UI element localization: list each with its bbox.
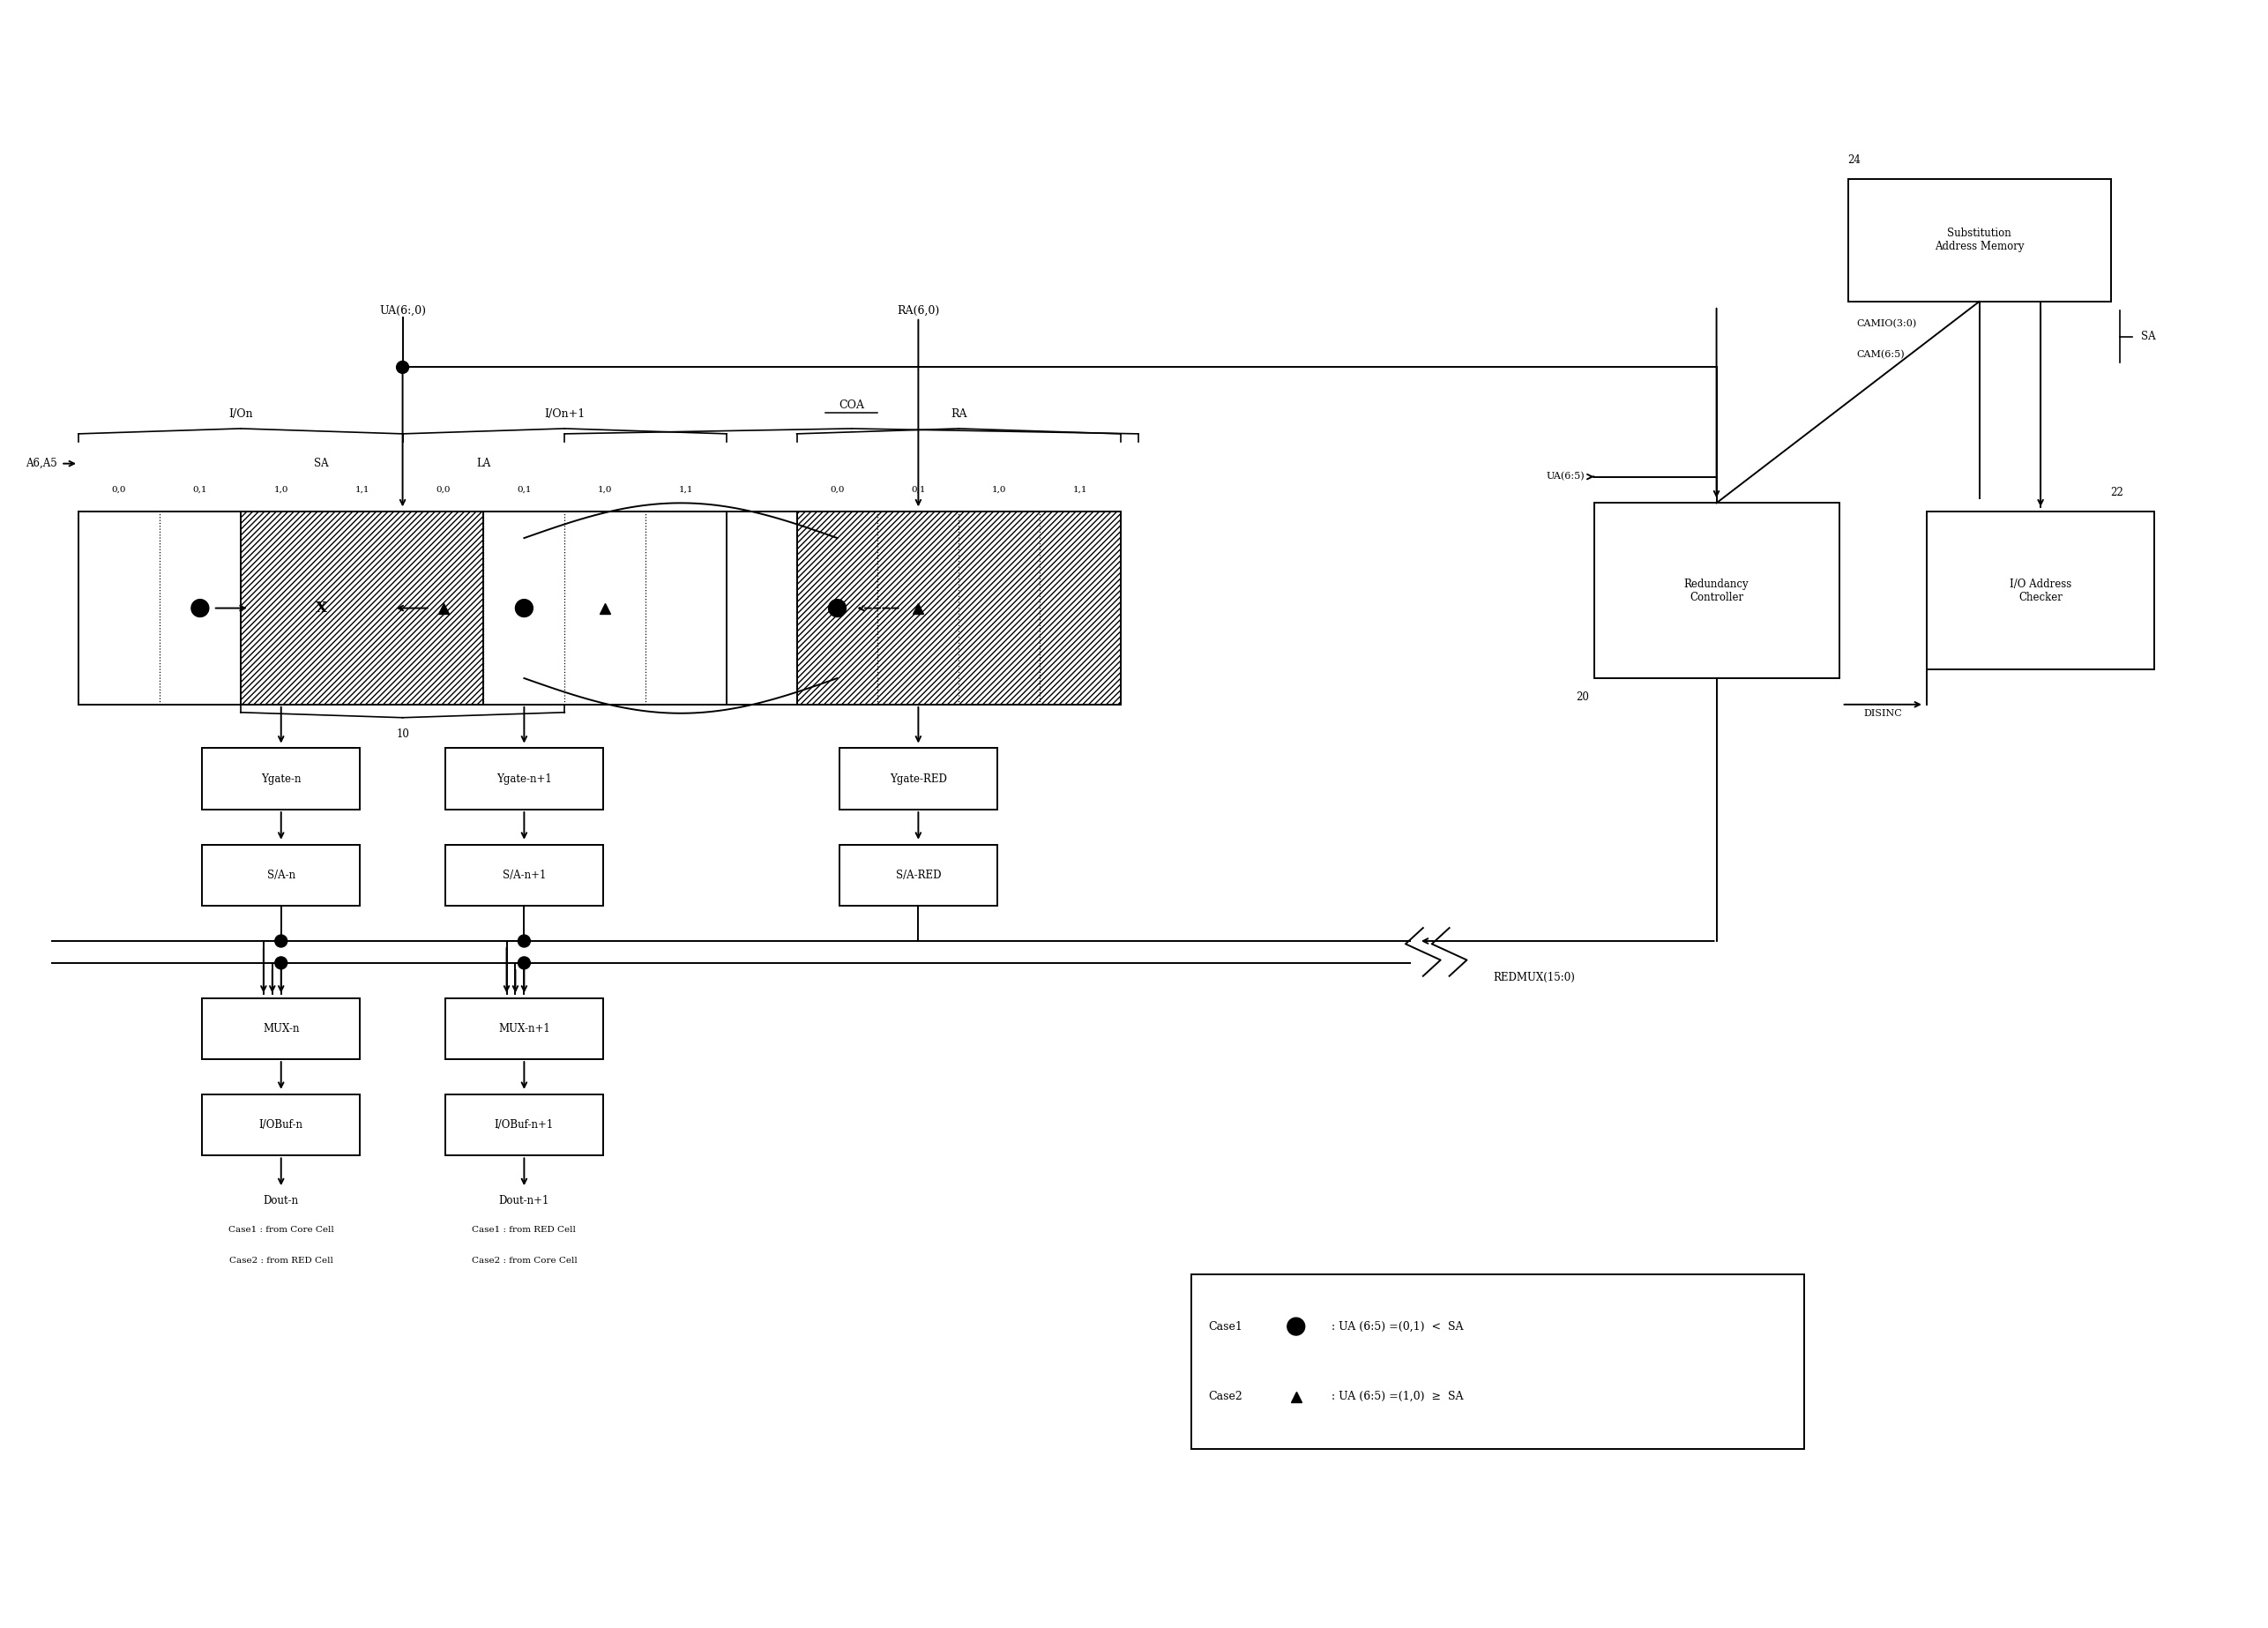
Circle shape <box>517 934 531 947</box>
Text: Case1 : from Core Cell: Case1 : from Core Cell <box>229 1226 333 1234</box>
Circle shape <box>397 361 408 373</box>
Bar <box>202 1094 361 1156</box>
Text: S/A-n+1: S/A-n+1 <box>503 869 547 881</box>
Bar <box>202 749 361 809</box>
Text: 24: 24 <box>1848 155 1862 166</box>
Text: S/A-n: S/A-n <box>268 869 295 881</box>
Text: 0,1: 0,1 <box>193 485 206 493</box>
Text: 20: 20 <box>1576 692 1590 703</box>
Text: 1,1: 1,1 <box>354 485 370 493</box>
Bar <box>1594 503 1839 679</box>
Bar <box>445 749 603 809</box>
Text: Case1: Case1 <box>1209 1320 1243 1332</box>
Text: I/OBuf-n: I/OBuf-n <box>259 1120 304 1131</box>
Circle shape <box>1288 1317 1304 1335</box>
Text: I/OBuf-n+1: I/OBuf-n+1 <box>494 1120 553 1131</box>
Text: 22: 22 <box>2112 487 2123 498</box>
Text: 0,1: 0,1 <box>517 485 531 493</box>
Text: MUX-n: MUX-n <box>263 1022 299 1034</box>
Bar <box>1928 511 2155 669</box>
Text: : UA (6:5) =(0,1)  <  SA: : UA (6:5) =(0,1) < SA <box>1331 1320 1463 1332</box>
Bar <box>796 511 1120 705</box>
Text: REDMUX(15:0): REDMUX(15:0) <box>1492 972 1574 983</box>
Text: 1,0: 1,0 <box>274 485 288 493</box>
Text: Case2: Case2 <box>1209 1390 1243 1402</box>
Circle shape <box>828 599 846 617</box>
Text: COA: COA <box>839 399 864 410</box>
Text: DISINC: DISINC <box>1864 708 1903 718</box>
Text: 0,0: 0,0 <box>111 485 127 493</box>
Text: Dout-n: Dout-n <box>263 1195 299 1206</box>
Text: I/O Address
Checker: I/O Address Checker <box>2009 578 2071 602</box>
Bar <box>839 749 998 809</box>
Text: : UA (6:5) =(1,0)  ≥  SA: : UA (6:5) =(1,0) ≥ SA <box>1331 1390 1463 1402</box>
Bar <box>445 845 603 907</box>
Text: SA: SA <box>315 457 329 469</box>
Text: I/On: I/On <box>229 409 252 420</box>
Bar <box>202 845 361 907</box>
Bar <box>202 998 361 1060</box>
Text: 0,0: 0,0 <box>435 485 451 493</box>
Circle shape <box>515 599 533 617</box>
Text: Case2 : from RED Cell: Case2 : from RED Cell <box>229 1257 333 1265</box>
Bar <box>1191 1275 1803 1449</box>
Bar <box>839 845 998 907</box>
Text: 1,0: 1,0 <box>599 485 612 493</box>
Circle shape <box>191 599 209 617</box>
Text: SA: SA <box>2141 330 2157 342</box>
Text: Ygate-RED: Ygate-RED <box>889 773 948 785</box>
Circle shape <box>517 957 531 969</box>
Text: A6,A5: A6,A5 <box>25 457 57 469</box>
Circle shape <box>274 934 288 947</box>
Text: 1,1: 1,1 <box>678 485 694 493</box>
Text: CAM(6:5): CAM(6:5) <box>1857 350 1905 358</box>
Text: LA: LA <box>476 457 490 469</box>
Text: 1,0: 1,0 <box>991 485 1007 493</box>
Text: Dout-n+1: Dout-n+1 <box>499 1195 549 1206</box>
Text: Substitution
Address Memory: Substitution Address Memory <box>1935 228 2023 252</box>
Text: Ygate-n: Ygate-n <box>261 773 302 785</box>
Bar <box>240 511 483 705</box>
Text: Ygate-n+1: Ygate-n+1 <box>497 773 551 785</box>
Text: 10: 10 <box>397 728 408 739</box>
Bar <box>445 1094 603 1156</box>
Text: Case1 : from RED Cell: Case1 : from RED Cell <box>472 1226 576 1234</box>
Text: RA(6,0): RA(6,0) <box>898 304 939 316</box>
Text: 0,0: 0,0 <box>830 485 844 493</box>
Text: 1,1: 1,1 <box>1073 485 1089 493</box>
Text: 0,1: 0,1 <box>912 485 925 493</box>
Text: X: X <box>315 601 327 615</box>
Text: UA(6:5): UA(6:5) <box>1547 472 1585 482</box>
Text: MUX-n+1: MUX-n+1 <box>499 1022 551 1034</box>
Bar <box>445 998 603 1060</box>
Text: CAMIO(3:0): CAMIO(3:0) <box>1857 319 1916 329</box>
Text: Redundancy
Controller: Redundancy Controller <box>1685 578 1749 602</box>
Text: S/A-RED: S/A-RED <box>896 869 941 881</box>
Text: RA: RA <box>950 409 966 420</box>
Text: Case2 : from Core Cell: Case2 : from Core Cell <box>472 1257 576 1265</box>
Text: UA(6:,0): UA(6:,0) <box>379 304 426 316</box>
Circle shape <box>274 957 288 969</box>
Bar <box>1848 179 2112 301</box>
Text: I/On+1: I/On+1 <box>544 409 585 420</box>
